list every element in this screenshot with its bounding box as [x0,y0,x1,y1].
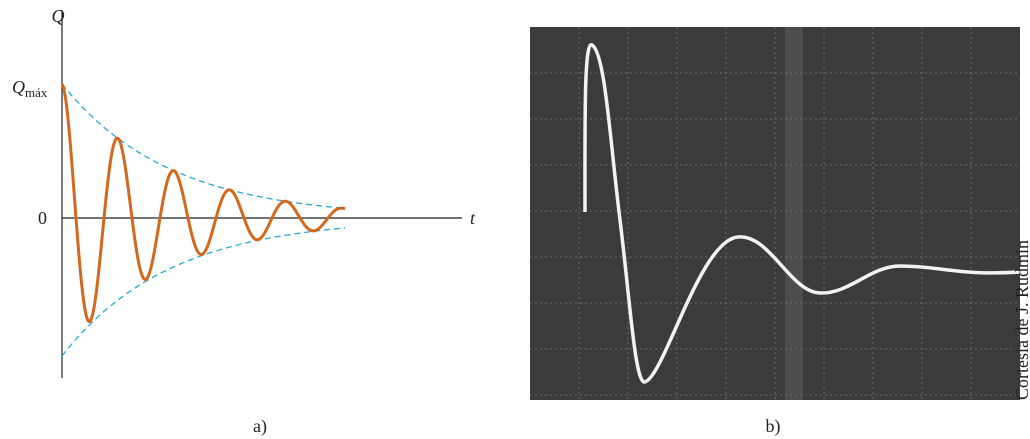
origin-label: 0 [38,208,47,228]
figure: Q Qmáx 0 t a) b) Cortesía de J. Rudmin [0,0,1030,439]
q-max-sub: máx [25,85,48,100]
damped-curve [62,84,345,322]
photo-credit: Cortesía de J. Rudmin [1012,240,1030,400]
q-max: Q [12,77,25,97]
caption-a: a) [253,416,267,437]
caption-b: b) [766,416,781,437]
damped-diagram: Q Qmáx 0 t a) [12,6,476,437]
oscilloscope-photo: b) Cortesía de J. Rudmin [530,27,1030,437]
envelope-upper [62,84,345,208]
x-label: t [470,208,476,228]
y-label: Q [52,6,65,26]
q-max-label: Qmáx [12,77,48,100]
envelope-lower [62,228,345,356]
light-stripe [785,27,803,400]
